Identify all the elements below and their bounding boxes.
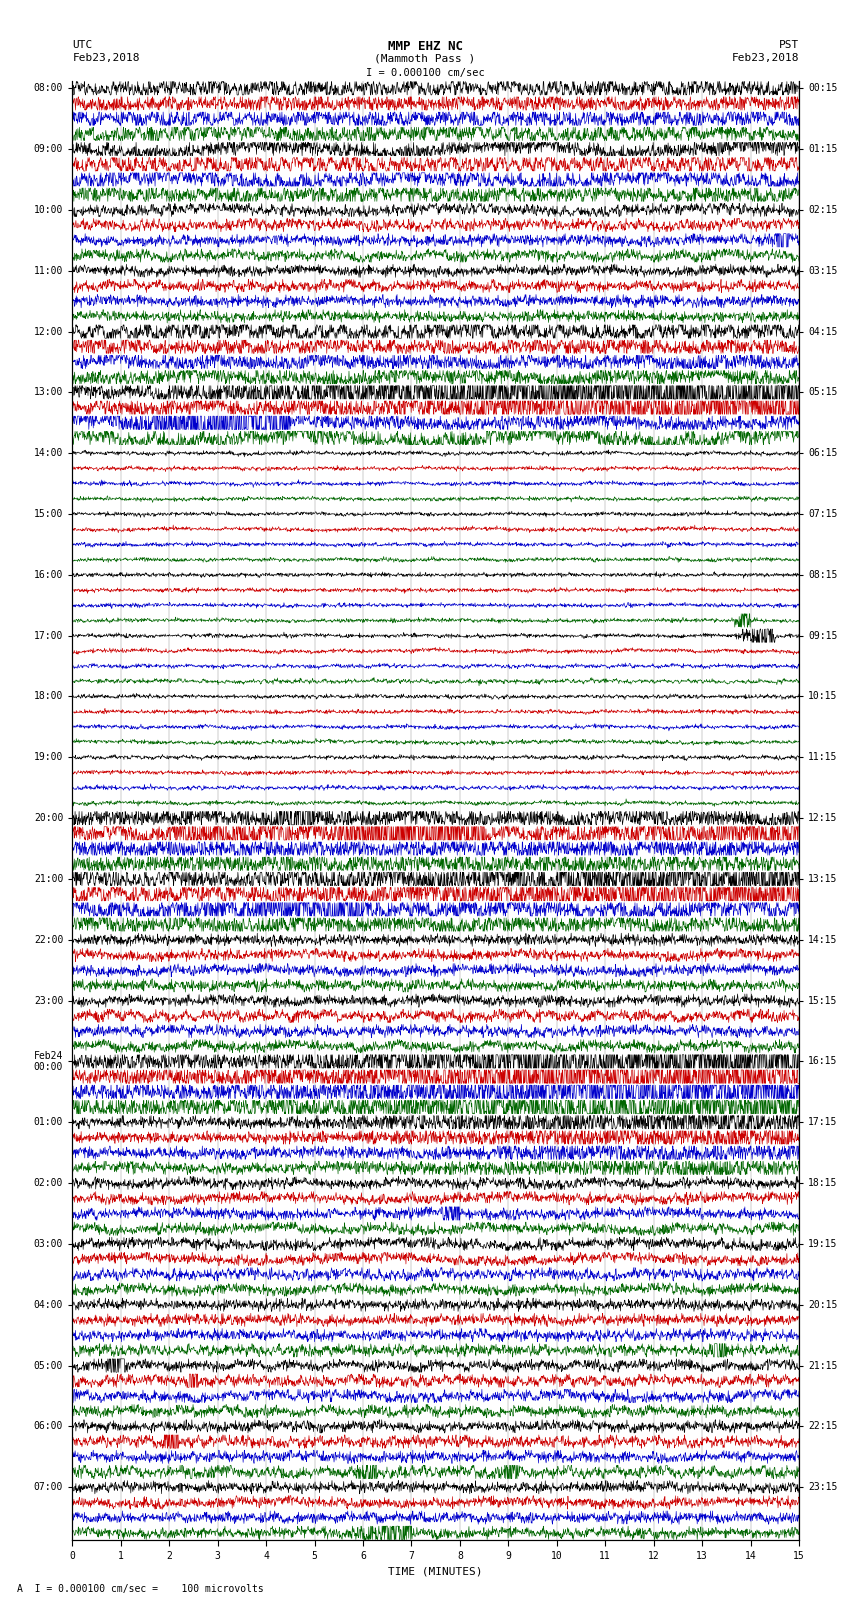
Text: UTC: UTC <box>72 40 93 50</box>
Text: Feb23,2018: Feb23,2018 <box>732 53 799 63</box>
Text: I = 0.000100 cm/sec: I = 0.000100 cm/sec <box>366 68 484 77</box>
Text: MMP EHZ NC: MMP EHZ NC <box>388 40 462 53</box>
X-axis label: TIME (MINUTES): TIME (MINUTES) <box>388 1566 483 1576</box>
Text: A  I = 0.000100 cm/sec =    100 microvolts: A I = 0.000100 cm/sec = 100 microvolts <box>17 1584 264 1594</box>
Text: (Mammoth Pass ): (Mammoth Pass ) <box>374 53 476 63</box>
Text: PST: PST <box>779 40 799 50</box>
Text: Feb23,2018: Feb23,2018 <box>72 53 139 63</box>
